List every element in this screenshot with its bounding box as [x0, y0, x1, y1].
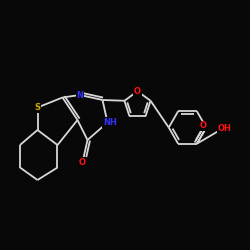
Text: S: S — [34, 103, 40, 112]
Text: OH: OH — [218, 124, 231, 133]
Text: NH: NH — [103, 118, 117, 127]
Text: O: O — [199, 121, 206, 130]
Text: O: O — [134, 87, 141, 96]
Text: O: O — [79, 158, 86, 167]
Text: N: N — [76, 90, 84, 100]
